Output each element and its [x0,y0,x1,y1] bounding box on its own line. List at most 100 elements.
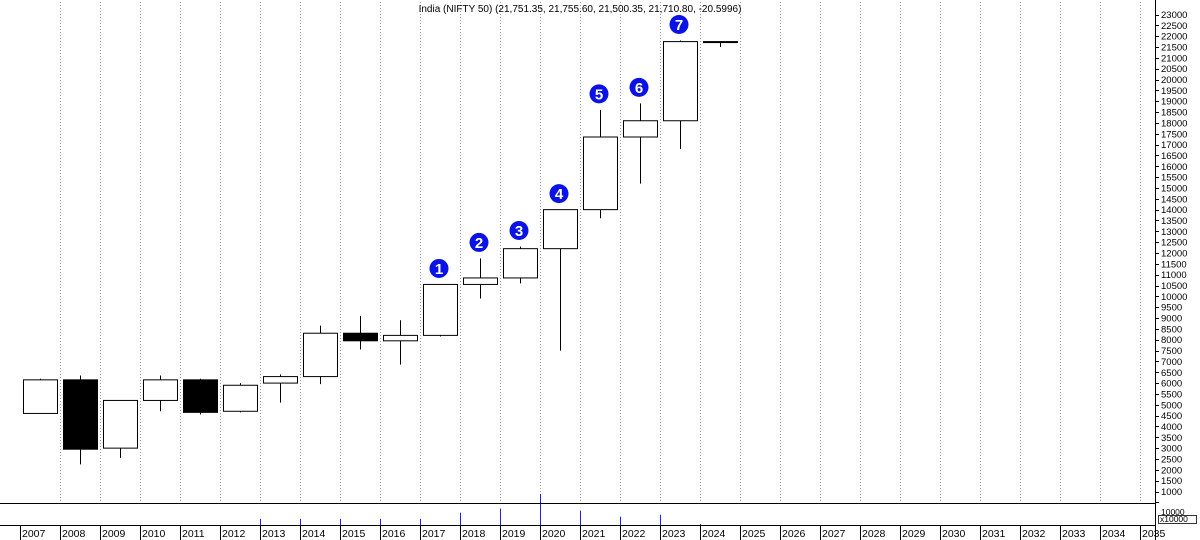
x-tick-label-2022: 2022 [622,528,646,540]
y-tick-label-11500: 11500 [1161,259,1187,270]
wave-label-circle-2 [469,232,489,252]
y-tick-label-16500: 16500 [1161,151,1187,162]
chart-title: India (NIFTY 50) (21,751.35, 21,755.60, … [419,4,742,15]
x-tick-label-2007: 2007 [22,528,46,540]
x-tick-label-2029: 2029 [902,528,926,540]
wave-label-circle-7 [669,15,689,35]
y-tick-label-19000: 19000 [1161,97,1187,108]
x-tick-label-2025: 2025 [742,528,766,540]
y-tick-label-7500: 7500 [1161,346,1182,357]
candle-body-2010 [143,379,178,401]
y-tick-label-2500: 2500 [1161,454,1182,465]
wave-label-3: 3 [509,220,529,240]
candles [23,40,738,465]
candle-body-2014 [303,332,338,378]
y-tick-label-12000: 12000 [1161,249,1187,260]
y-tick-label-9000: 9000 [1161,314,1182,325]
candle-body-2020 [543,209,578,250]
candle-body-2008 [63,379,98,450]
candle-2011 [183,378,218,415]
x-tick-label-2012: 2012 [222,528,246,540]
x-tick-label-2017: 2017 [422,528,446,540]
x-tick-label-2014: 2014 [302,528,326,540]
wave-label-7: 7 [669,15,689,35]
y-tick-label-14000: 14000 [1161,205,1187,216]
x-tick-label-2018: 2018 [462,528,486,540]
volume-tick-label: 10000 [1161,507,1185,517]
candle-2013 [263,374,298,403]
wave-annotations: 1 2 3 4 5 6 7 [429,15,689,278]
x-tick-label-2015: 2015 [342,528,366,540]
wave-label-text-7: 7 [675,17,683,34]
x-tick-label-2008: 2008 [62,528,86,540]
y-tick-label-18000: 18000 [1161,118,1187,129]
x-tick-label-2027: 2027 [822,528,846,540]
candle-2024 [703,41,738,48]
volume-unit-label: x10000 [1160,514,1188,524]
wave-label-5: 5 [589,84,609,104]
y-tick-label-1000: 1000 [1161,487,1182,498]
candle-2014 [303,325,338,385]
grid-lines [60,2,1141,503]
y-tick-label-10000: 10000 [1161,292,1187,303]
x-tick-label-2009: 2009 [102,528,126,540]
y-tick-label-20000: 20000 [1161,75,1187,86]
x-tick-label-2024: 2024 [702,528,726,540]
y-tick-label-5500: 5500 [1161,389,1182,400]
candle-2019 [503,246,538,284]
y-tick-label-12500: 12500 [1161,238,1187,249]
candle-body-2023 [663,41,698,122]
y-tick-label-21000: 21000 [1161,53,1187,64]
candle-body-2009 [103,399,138,449]
x-tick-label-2013: 2013 [262,528,286,540]
candle-body-2021 [583,136,618,211]
y-tick-label-10500: 10500 [1161,281,1187,292]
y-tick-label-11000: 11000 [1161,270,1187,281]
candle-2017 [423,283,458,337]
candle-body-2007 [23,379,58,414]
y-tick-label-4500: 4500 [1161,411,1182,422]
candle-2010 [143,375,178,412]
y-tick-label-15500: 15500 [1161,173,1187,184]
wave-label-text-3: 3 [515,223,523,240]
candle-body-2015 [343,332,378,342]
x-tick-label-2021: 2021 [582,528,606,540]
candle-2015 [343,315,378,350]
candle-body-2011 [183,379,218,413]
candle-2007 [23,378,58,414]
y-tick-label-9500: 9500 [1161,303,1182,314]
wave-label-1: 1 [429,258,449,278]
x-tick-label-2010: 2010 [142,528,166,540]
x-tick-label-2035: 2035 [1142,528,1166,540]
candle-body-2022 [623,120,658,138]
volume-panel [260,494,701,525]
y-tick-label-6500: 6500 [1161,368,1182,379]
x-tick-label-2011: 2011 [182,528,205,540]
wave-label-text-4: 4 [555,186,564,203]
y-tick-label-7000: 7000 [1161,357,1182,368]
y-tick-label-18500: 18500 [1161,108,1187,119]
y-tick-label-21500: 21500 [1161,43,1187,54]
candle-2018 [463,258,498,299]
candle-body-2013 [263,376,298,384]
y-tick-label-8500: 8500 [1161,324,1182,335]
y-tick-label-22000: 22000 [1161,32,1187,43]
x-tick-label-2016: 2016 [382,528,406,540]
volume-unit-box [1158,515,1197,524]
x-tick-label-2033: 2033 [1062,528,1086,540]
wave-label-2: 2 [469,232,489,252]
y-tick-label-17500: 17500 [1161,129,1187,140]
candle-body-2024 [703,41,738,44]
x-tick-label-2020: 2020 [542,528,566,540]
y-tick-label-3000: 3000 [1161,444,1182,455]
y-tick-label-3500: 3500 [1161,433,1182,444]
y-tick-label-2000: 2000 [1161,465,1182,476]
x-tick-label-2028: 2028 [862,528,886,540]
candle-body-2019 [503,248,538,279]
x-tick-label-2023: 2023 [662,528,686,540]
candle-2016 [383,320,418,365]
y-tick-label-4000: 4000 [1161,422,1182,433]
y-tick-label-1500: 1500 [1161,476,1182,487]
candle-2009 [103,399,138,458]
wave-label-circle-6 [629,77,649,97]
